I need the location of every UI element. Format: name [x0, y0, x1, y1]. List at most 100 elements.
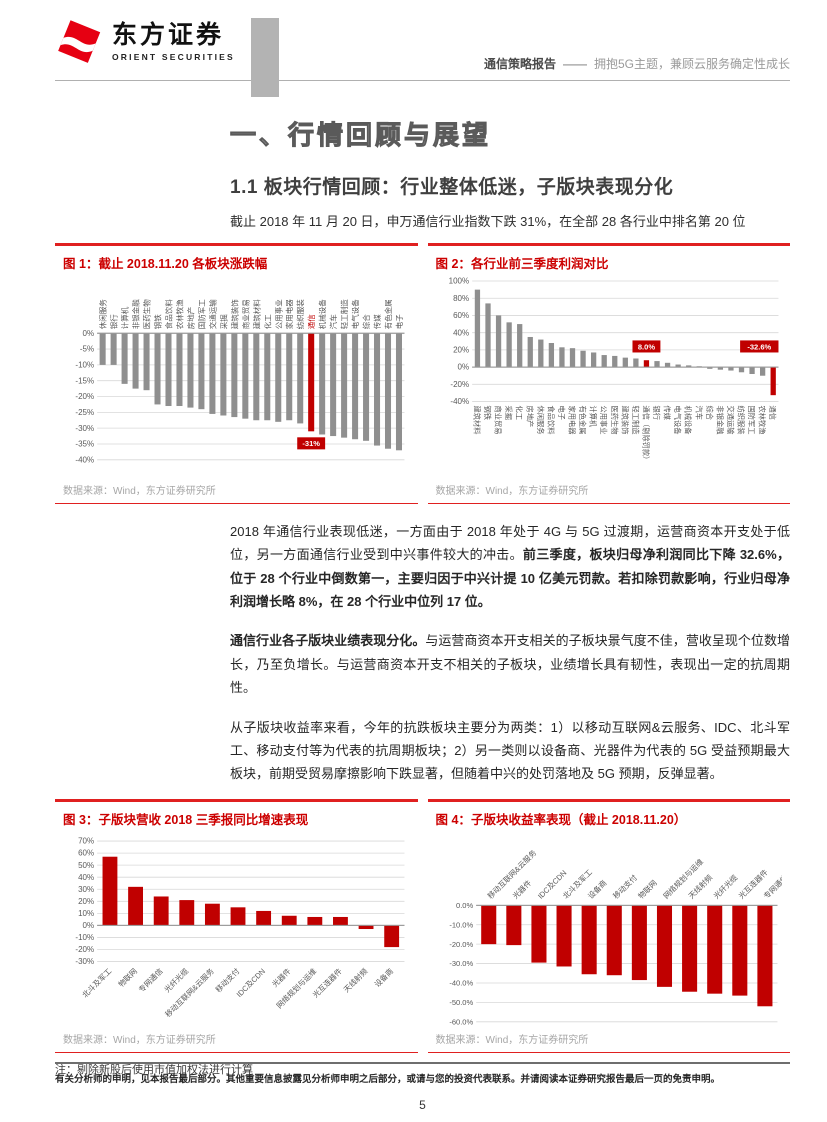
svg-text:房地产: 房地产: [525, 406, 534, 428]
header-dash: ——: [562, 57, 587, 71]
svg-text:0%: 0%: [83, 921, 95, 930]
figure-1-source: 数据来源：Wind，东方证券研究所: [63, 485, 216, 497]
svg-text:物联网: 物联网: [116, 966, 139, 989]
svg-text:商业贸易: 商业贸易: [493, 406, 502, 435]
figure-1: 图 1：截止 2018.11.20 各板块涨跌幅 0% -5% -10% -15% -2…: [55, 243, 418, 504]
svg-text:-10%: -10%: [75, 933, 94, 942]
paragraph-3: 从子版块收益率来看，今年的抗跌板块主要分为两类：1）以移动互联网&云服务、IDC…: [230, 716, 790, 786]
svg-text:-50.0%: -50.0%: [449, 998, 473, 1007]
brand-name-en: ORIENT SECURITIES: [112, 52, 235, 63]
svg-text:100%: 100%: [448, 277, 469, 286]
svg-text:-20%: -20%: [450, 380, 469, 389]
figure-2-chart: 100% 80% 60% 40% 20% 0% -20% -40%建筑材料 钢铁 商业贸易 采掘 化工…: [448, 277, 778, 464]
svg-text:通信（剔除罚款）: 通信（剔除罚款）: [641, 406, 650, 464]
figure-4-source: 数据来源：Wind，东方证券研究所: [435, 1034, 589, 1046]
svg-text:汽车: 汽车: [328, 314, 338, 330]
svg-text:食品饮料: 食品饮料: [164, 299, 174, 330]
svg-text:公用事业: 公用事业: [273, 299, 283, 330]
figure-3-caption: 图 3：子版块营收 2018 三季报同比增速表现: [63, 809, 410, 828]
svg-text:休闲服务: 休闲服务: [98, 299, 108, 330]
svg-text:-10.0%: -10.0%: [449, 920, 473, 929]
svg-text:8.0%: 8.0%: [637, 342, 654, 351]
page-header: 东方证券 ORIENT SECURITIES 通信策略报告 —— 拥抱5G主题，兼顾…: [55, 0, 790, 97]
svg-text:设备商: 设备商: [585, 877, 608, 900]
svg-text:60%: 60%: [453, 311, 469, 320]
svg-text:医药生物: 医药生物: [142, 299, 152, 330]
svg-text:20%: 20%: [78, 897, 94, 906]
svg-text:公用事业: 公用事业: [599, 406, 608, 435]
figure-4-chart: 0.0% -10.0% -20.0% -30.0% -40.0% -50.0% -60.0%…: [449, 847, 782, 1026]
section-heading: 一、行情回顾与展望: [230, 120, 492, 151]
svg-text:农林牧渔: 农林牧渔: [757, 406, 766, 435]
figure-2-title: 各行业前三季度利润对比: [470, 257, 609, 271]
svg-text:-30%: -30%: [75, 424, 94, 433]
svg-text:计算机: 计算机: [120, 306, 130, 329]
svg-text:移动支付: 移动支付: [610, 872, 639, 901]
svg-text:化工: 化工: [262, 314, 272, 330]
svg-text:纺织服装: 纺织服装: [295, 299, 305, 330]
svg-text:综合: 综合: [704, 406, 713, 420]
figure-row-2: 图 3：子版块营收 2018 三季报同比增速表现 70% 60% 50% 40% 30%…: [55, 798, 790, 1053]
svg-text:化工: 化工: [514, 406, 523, 420]
svg-text:-32.6%: -32.6%: [747, 342, 771, 351]
svg-text:建筑装饰: 建筑装饰: [620, 406, 629, 435]
svg-text:交通运输: 交通运输: [725, 406, 734, 436]
svg-text:-5%: -5%: [80, 345, 94, 354]
svg-text:-40%: -40%: [75, 455, 94, 464]
svg-text:北斗及军工: 北斗及军工: [80, 966, 113, 999]
figure-4-caption: 图 4：子版块收益率表现（截止 2018.11.20）: [436, 809, 783, 828]
figure-1-chart: 0% -5% -10% -15% -20% -25% -30% -35% -40% 休闲服务 银行计…: [75, 299, 405, 464]
svg-text:天线射频: 天线射频: [341, 965, 370, 994]
svg-text:房地产: 房地产: [185, 307, 195, 330]
svg-text:-15%: -15%: [75, 376, 94, 385]
header-gray-bar: [250, 18, 279, 97]
figure-2-source: 数据来源：Wind，东方证券研究所: [435, 485, 589, 497]
report-subtitle: 拥抱5G主题，兼顾云服务确定性成长: [593, 57, 790, 71]
page-number: 5: [419, 1098, 426, 1112]
svg-text:有色金属: 有色金属: [578, 406, 587, 435]
svg-text:建筑材料: 建筑材料: [251, 299, 261, 330]
svg-text:轻工制造: 轻工制造: [630, 406, 639, 435]
svg-text:-30%: -30%: [75, 957, 94, 966]
svg-text:传媒: 传媒: [372, 314, 382, 330]
report-body: 一、行情回顾与展望 1.1 板块行情回顾：行业整体低迷，子版块表现分化 截止 2…: [55, 115, 790, 1077]
paragraph-1-bold: 前三季度，板块归母净利润同比下降 32.6%，位于 28 个行业中倒数第一，主要…: [230, 547, 790, 610]
svg-text:-40.0%: -40.0%: [449, 978, 473, 987]
svg-text:轻工制造: 轻工制造: [339, 299, 349, 330]
svg-text:光器件: 光器件: [510, 877, 533, 900]
figure-4: 图 4：子版块收益率表现（截止 2018.11.20） 0.0% -10.0% -2…: [427, 798, 790, 1053]
svg-text:家用电器: 家用电器: [284, 299, 294, 330]
svg-text:-20%: -20%: [75, 945, 94, 954]
svg-text:钢铁: 钢铁: [153, 314, 163, 330]
report-type: 通信策略报告: [483, 57, 556, 71]
svg-text:-20%: -20%: [75, 392, 94, 401]
svg-text:通信: 通信: [306, 314, 316, 330]
svg-text:银行: 银行: [109, 314, 119, 330]
header-divider: [55, 80, 790, 81]
svg-text:机械设备: 机械设备: [683, 406, 692, 436]
disclaimer-text: 有关分析师的申明，见本报告最后部分。其他重要信息披露见分析师申明之后部分，或请与…: [55, 1074, 721, 1086]
svg-text:-10%: -10%: [75, 360, 94, 369]
svg-text:-30.0%: -30.0%: [449, 959, 473, 968]
svg-text:农林牧渔: 农林牧渔: [174, 299, 184, 330]
svg-text:20%: 20%: [453, 346, 469, 355]
figure-2-label: 图 2：: [435, 257, 471, 271]
svg-text:光纤光缆: 光纤光缆: [711, 872, 740, 901]
intro-text: 截止 2018 年 11 月 20 日，申万通信行业指数下跌 31%，在全部 2…: [230, 214, 746, 229]
figure-row-1: 图 1：截止 2018.11.20 各板块涨跌幅 0% -5% -10% -15% -2…: [55, 243, 790, 504]
svg-text:家用电器: 家用电器: [567, 406, 576, 435]
svg-text:40%: 40%: [78, 873, 94, 882]
svg-text:-40%: -40%: [450, 397, 469, 406]
figure-2-caption: 图 2：各行业前三季度利润对比: [436, 253, 783, 272]
svg-text:70%: 70%: [78, 836, 94, 845]
svg-text:80%: 80%: [453, 294, 469, 303]
svg-text:纺织服装: 纺织服装: [736, 406, 745, 435]
svg-text:电子: 电子: [556, 406, 565, 420]
svg-text:有色金属: 有色金属: [383, 299, 393, 329]
paragraph-2-bold: 通信行业各子版块业绩表现分化。: [230, 633, 426, 649]
svg-text:国防军工: 国防军工: [747, 406, 756, 435]
orient-securities-logo-icon: [58, 20, 101, 63]
svg-text:0%: 0%: [457, 363, 469, 372]
figure-4-note: 注：剔除新股后使用市值加权法进行计算: [55, 1063, 253, 1076]
paragraph-1-text: 2018 年通信行业表现低迷，一方面由于 2018 年处于 4G 与 5G 过渡…: [230, 523, 790, 563]
